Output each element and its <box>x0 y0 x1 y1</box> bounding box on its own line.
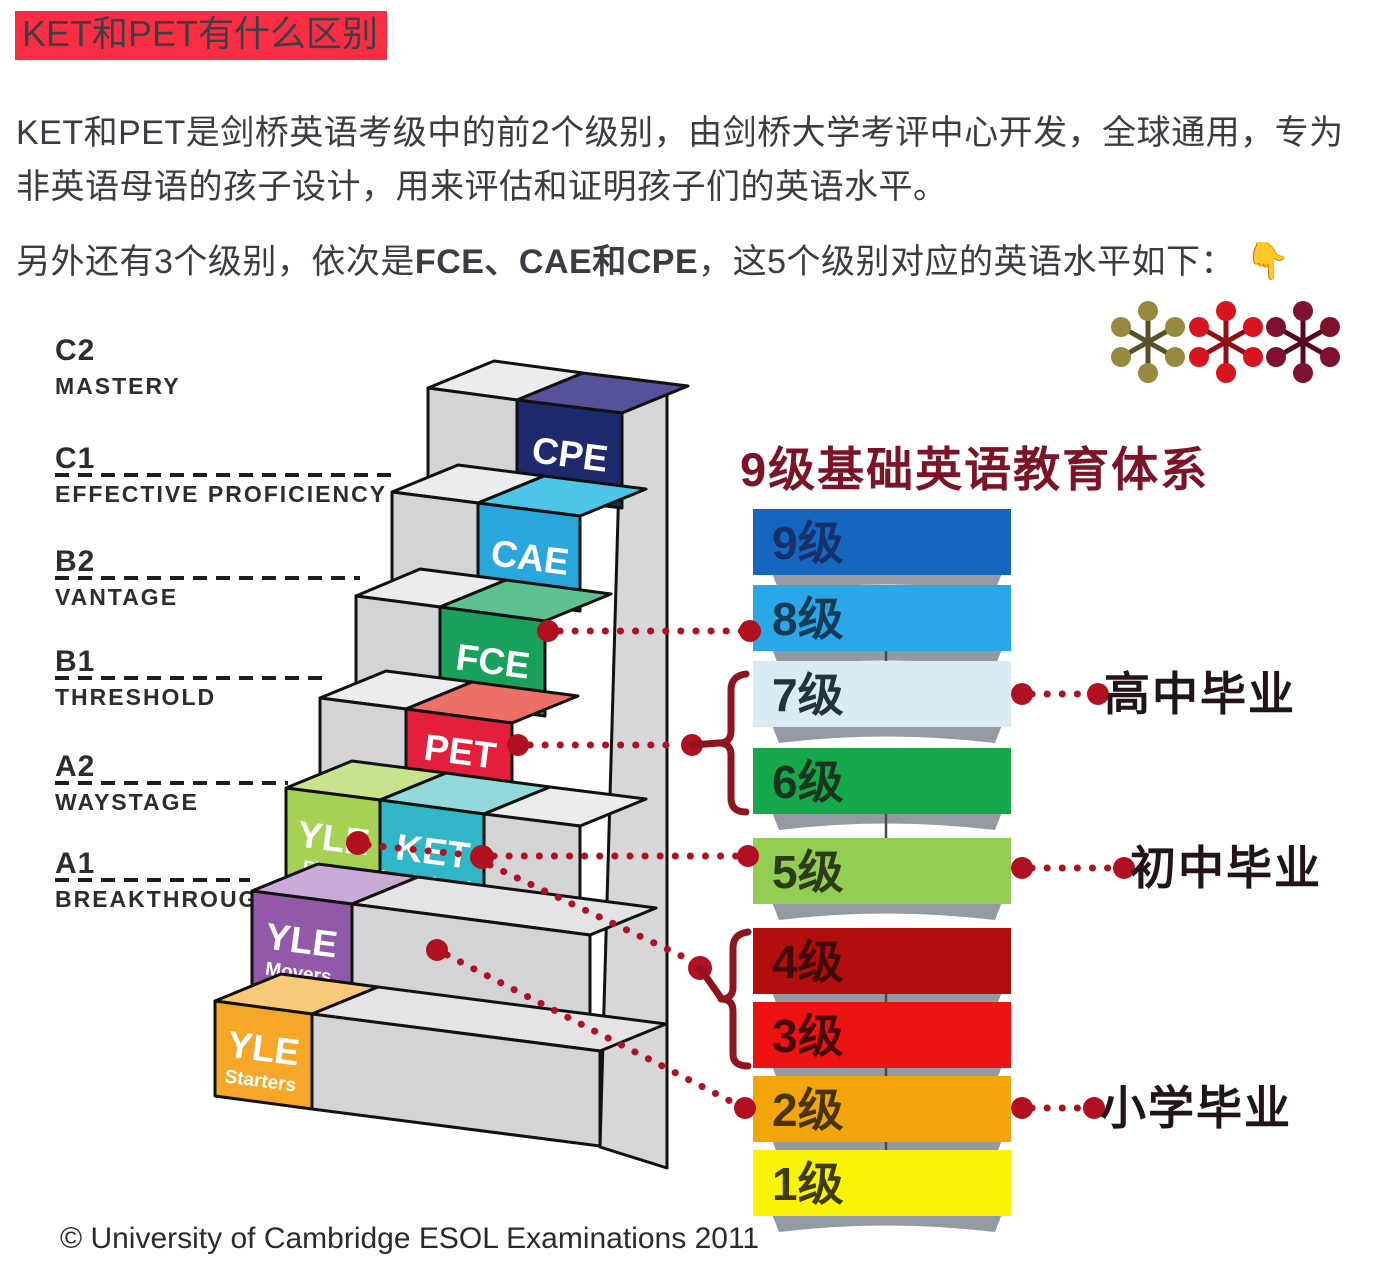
dot <box>426 939 448 961</box>
paragraph-levels-pre: 另外还有3个级别，依次是 <box>16 243 415 281</box>
system-title: 9级基础英语教育体系 <box>740 443 1209 496</box>
flower-icon <box>1111 301 1185 383</box>
grade-bars: 9级 8级 7级 6级 5级 4级 3级 2级 1级 <box>753 509 1011 1216</box>
exam-label-cpe: CPE <box>530 429 611 479</box>
dot <box>1087 683 1109 705</box>
connector-ket-bracket-diagonal <box>486 861 694 964</box>
brace-grades-7-6 <box>715 670 750 816</box>
grade-label-8: 8级 <box>772 593 844 645</box>
grade-bar-shadows <box>772 573 1002 1232</box>
exam-label-cae: CAE <box>489 532 572 583</box>
brace-grades-4-3 <box>717 928 752 1070</box>
cefr-code: A1 <box>55 847 95 880</box>
dot <box>739 620 761 642</box>
cefr-name: BREAKTHROUGH <box>55 886 277 912</box>
cefr-code: A2 <box>55 750 95 783</box>
exam-label-fce: FCE <box>454 636 533 686</box>
connector-lines <box>364 627 1120 1112</box>
dot <box>1011 683 1033 705</box>
grade-label-9: 9级 <box>772 517 844 569</box>
cefr-name: MASTERY <box>55 373 181 399</box>
grade-label-5: 5级 <box>772 846 844 898</box>
cefr-name: THRESHOLD <box>55 684 216 710</box>
paragraph-intro: KET和PET是剑桥英语考级中的前2个级别，由剑桥大学考评中心开发，全球通用，专… <box>16 114 1344 206</box>
cefr-scale: C2 MASTERY C1 EFFECTIVE PROFICIENCY B2 V… <box>55 334 387 912</box>
connector-flyers-ket <box>364 841 474 859</box>
milestone-primaryschool: 小学毕业 <box>1100 1082 1292 1134</box>
bar-shadow <box>772 1214 1002 1232</box>
cefr-name: VANTAGE <box>55 584 178 610</box>
dot <box>737 845 759 867</box>
brace-connector <box>696 964 725 1002</box>
grade-label-7: 7级 <box>772 669 844 721</box>
grade-bar-1 <box>753 1150 1011 1216</box>
exam-staircase: CPE CAE FCE PET for Schools <box>213 359 690 1170</box>
milestone-highschool: 高中毕业 <box>1104 668 1296 720</box>
grade-bar-9 <box>753 509 1011 575</box>
exam-label-starters-yle: YLE <box>225 1024 302 1074</box>
dot <box>470 845 494 869</box>
grade-label-3: 3级 <box>772 1010 844 1062</box>
paragraph-levels: 另外还有3个级别，依次是FCE、CAE和CPE，这5个级别对应的英语水平如下： … <box>16 234 1372 289</box>
bar-shadow <box>772 725 1002 743</box>
dot <box>734 1097 756 1119</box>
grade-bar-5 <box>753 838 1011 904</box>
milestone-middleschool: 初中毕业 <box>1130 842 1322 894</box>
bar-shadow <box>772 902 1002 920</box>
grade-braces <box>688 670 752 1070</box>
grade-bar-4 <box>753 928 1011 994</box>
connector-movers-grade2-diagonal <box>443 951 738 1107</box>
grade-bar-8 <box>753 585 1011 651</box>
dot <box>1011 1097 1033 1119</box>
grade-label-2: 2级 <box>772 1084 844 1136</box>
paragraph-levels-bold: FCE、CAE和CPE <box>414 243 699 281</box>
exam-label-movers-yle: YLE <box>263 916 340 966</box>
paragraph-levels-post: ，这5个级别对应的英语水平如下： <box>698 243 1236 281</box>
pointing-down-emoji-icon: 👇 <box>1245 240 1291 281</box>
exam-label-pet: PET <box>422 727 499 777</box>
cefr-name: EFFECTIVE PROFICIENCY <box>55 481 387 507</box>
cefr-name: WAYSTAGE <box>55 789 199 815</box>
copyright-note: © University of Cambridge ESOL Examinati… <box>60 1222 759 1255</box>
bar-shadow <box>772 573 1002 591</box>
grade-label-4: 4级 <box>772 936 844 988</box>
flower-icon <box>1266 301 1340 383</box>
grade-bar-2 <box>753 1076 1011 1142</box>
cefr-code: C2 <box>55 334 95 367</box>
grade-bar-7 <box>753 661 1011 727</box>
cefr-code: C1 <box>55 442 95 475</box>
brace-connector <box>688 739 723 749</box>
grade-bar-6 <box>753 748 1011 814</box>
cefr-code: B1 <box>55 645 95 678</box>
cefr-code: B2 <box>55 545 95 578</box>
flower-icon <box>1189 301 1263 383</box>
grade-label-6: 6级 <box>772 756 844 808</box>
dot <box>1113 857 1135 879</box>
flower-decorations <box>1111 301 1340 383</box>
dot <box>1083 1097 1105 1119</box>
dot <box>537 620 559 642</box>
dot <box>507 734 529 756</box>
page-title: KET和PET有什么区别 <box>15 11 388 60</box>
dot <box>346 831 370 855</box>
cefr-dashed-lines <box>55 473 392 882</box>
grade-label-1: 1级 <box>772 1158 844 1210</box>
dot <box>1011 857 1033 879</box>
step-face-gray <box>310 1012 602 1148</box>
step-starters: YLE Starters <box>213 972 668 1148</box>
grade-bar-3 <box>753 1002 1011 1068</box>
connector-dots <box>346 620 1135 1119</box>
